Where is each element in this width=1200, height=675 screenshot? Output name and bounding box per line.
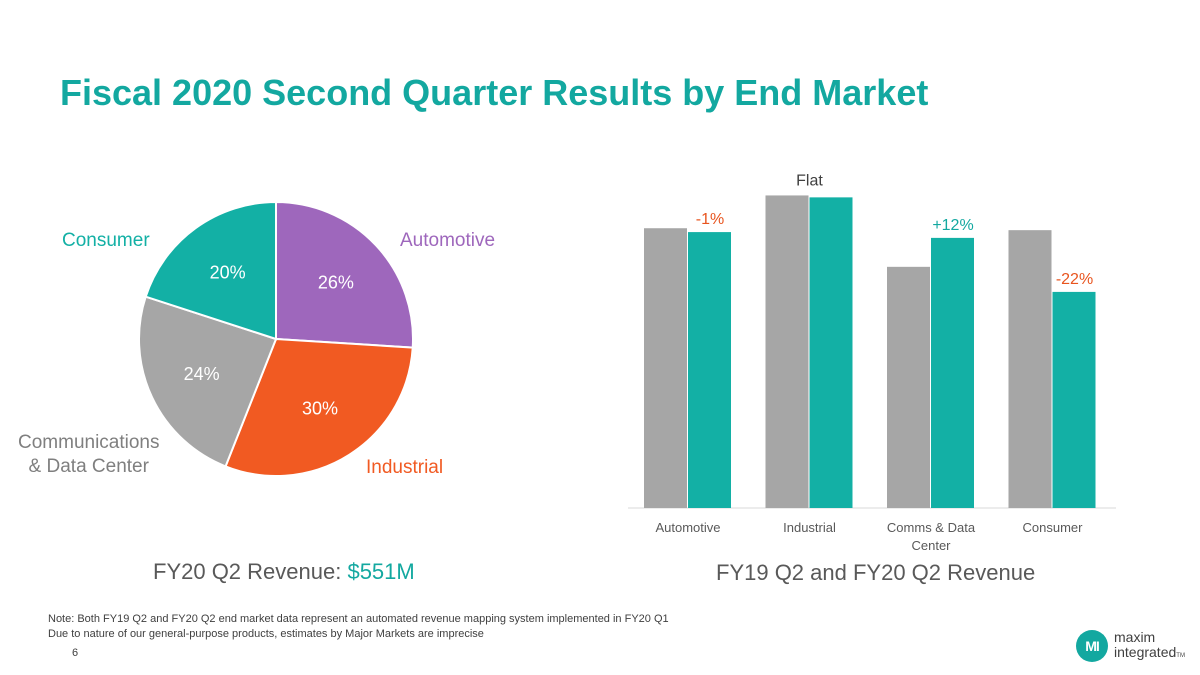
bar-category-label-comms: Center bbox=[911, 538, 951, 553]
bar-consumer-series2 bbox=[1052, 291, 1096, 508]
pie-legend-communications: Communications & Data Center bbox=[18, 432, 160, 477]
bar-comms-series1 bbox=[887, 266, 930, 508]
pie-legend-consumer: Consumer bbox=[62, 230, 150, 251]
footnote-1: Note: Both FY19 Q2 and FY20 Q2 end marke… bbox=[48, 613, 669, 625]
bar-automotive-series2 bbox=[688, 232, 731, 508]
pie-legend-automotive: Automotive bbox=[400, 230, 496, 251]
bar-annotation-consumer: -22% bbox=[1056, 271, 1093, 288]
pie-value-label-industrial: 30% bbox=[302, 398, 338, 418]
bar-industrial-series1 bbox=[765, 195, 809, 508]
company-logo: MI maxim integratedTM bbox=[1076, 628, 1192, 666]
pie-caption-value: $551M bbox=[347, 559, 415, 584]
pie-value-label-automotive: 26% bbox=[318, 273, 354, 293]
pie-chart: 26% 30% 24% 20% bbox=[138, 200, 414, 477]
bar-category-label-consumer: Consumer bbox=[1023, 520, 1084, 535]
pie-slice-consumer bbox=[144, 200, 277, 341]
bar-industrial-series2 bbox=[809, 197, 853, 509]
slide-title: Fiscal 2020 Second Quarter Results by En… bbox=[60, 72, 929, 113]
bar-category-label-automotive: Automotive bbox=[655, 520, 720, 535]
footnote-2: Due to nature of our general-purpose pro… bbox=[48, 628, 484, 640]
bar-caption: FY19 Q2 and FY20 Q2 Revenue bbox=[716, 560, 1036, 585]
bar-comms-series2 bbox=[931, 237, 974, 508]
pie-value-label-consumer: 20% bbox=[210, 262, 246, 282]
bar-chart: -1% Automotive Flat Industrial +12% Comms & D… bbox=[628, 172, 1116, 553]
pie-slice-communications bbox=[138, 295, 278, 468]
logo-wordmark: maxim integratedTM bbox=[1114, 629, 1185, 660]
bar-annotation-industrial: Flat bbox=[796, 172, 823, 189]
bar-annotation-comms: +12% bbox=[932, 217, 973, 234]
bar-annotation-automotive: -1% bbox=[696, 211, 724, 228]
bar-category-label-industrial: Industrial bbox=[783, 520, 836, 535]
pie-legend-industrial: Industrial bbox=[366, 457, 444, 478]
pie-caption-label: FY20 Q2 Revenue: bbox=[153, 559, 348, 584]
bar-automotive-series1 bbox=[644, 228, 687, 508]
pie-value-label-communications: 24% bbox=[184, 364, 220, 384]
bar-consumer-series1 bbox=[1008, 230, 1052, 508]
pie-caption: FY20 Q2 Revenue: $551M bbox=[153, 559, 415, 585]
pie-slice-industrial bbox=[224, 337, 414, 477]
page-number: 6 bbox=[72, 647, 79, 659]
logo-mark-icon: MI bbox=[1076, 630, 1108, 662]
bar-category-label-comms: Comms & Data bbox=[887, 520, 976, 535]
pie-slice-automotive bbox=[275, 200, 414, 349]
